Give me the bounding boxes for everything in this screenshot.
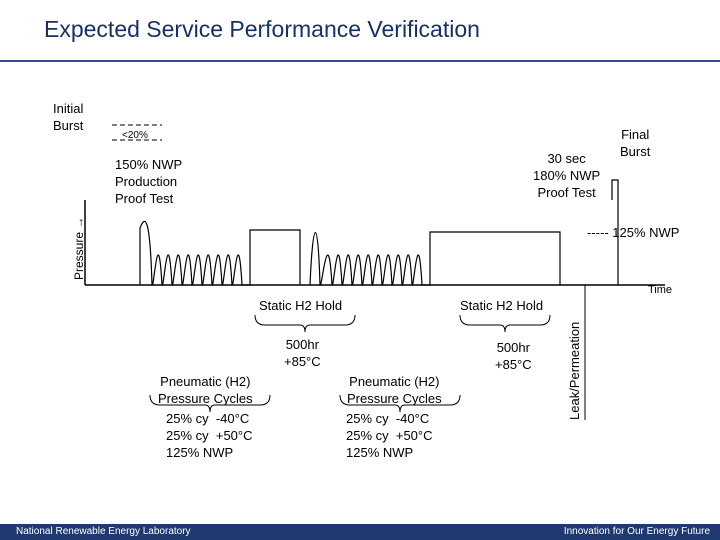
static-hold-1-brace bbox=[254, 314, 356, 333]
leak-permeation-label: Leak/Permeation bbox=[567, 321, 582, 420]
pneumatic-2-brace bbox=[339, 394, 461, 413]
hold-2-conditions: 500hr +85°C bbox=[495, 340, 532, 372]
title-rule bbox=[0, 60, 720, 62]
static-hold-2-brace bbox=[459, 314, 551, 333]
nwp-125-label: ----- 125% NWP bbox=[587, 225, 680, 240]
proof-test-spike bbox=[611, 179, 619, 285]
final-burst-label: Final Burst bbox=[620, 127, 651, 159]
production-proof-label: 150% NWP Production Proof Test bbox=[115, 157, 183, 206]
proof-test-180-label: 30 sec 180% NWP Proof Test bbox=[533, 151, 601, 200]
footer-left-text: National Renewable Energy Laboratory bbox=[16, 526, 191, 537]
pneumatic-2-label: Pneumatic (H2) Pressure Cycles bbox=[347, 374, 442, 406]
pressure-cycles-1 bbox=[139, 220, 301, 286]
lt20-label: <20% bbox=[122, 130, 148, 141]
pneumatic-1-brace bbox=[149, 394, 271, 413]
cycle-conditions-2: 25% cy -40°C 25% cy +50°C 125% NWP bbox=[346, 411, 433, 460]
pneumatic-1-label: Pneumatic (H2) Pressure Cycles bbox=[158, 374, 253, 406]
hold-1-conditions: 500hr +85°C bbox=[284, 337, 321, 369]
time-axis-label: Time bbox=[648, 284, 673, 296]
footer-bar: National Renewable Energy Laboratory Inn… bbox=[0, 524, 720, 540]
initial-burst-label: Initial Burst bbox=[53, 101, 84, 133]
pressure-axis-label: Pressure → bbox=[72, 216, 86, 280]
footer-right-text: Innovation for Our Energy Future bbox=[563, 526, 710, 537]
cycle-conditions-1: 25% cy -40°C 25% cy +50°C 125% NWP bbox=[166, 411, 253, 460]
pressure-cycles-2 bbox=[309, 231, 561, 286]
static-hold-1-label: Static H2 Hold bbox=[259, 298, 343, 313]
page-title: Expected Service Performance Verificatio… bbox=[44, 16, 480, 42]
static-hold-2-label: Static H2 Hold bbox=[460, 298, 544, 313]
